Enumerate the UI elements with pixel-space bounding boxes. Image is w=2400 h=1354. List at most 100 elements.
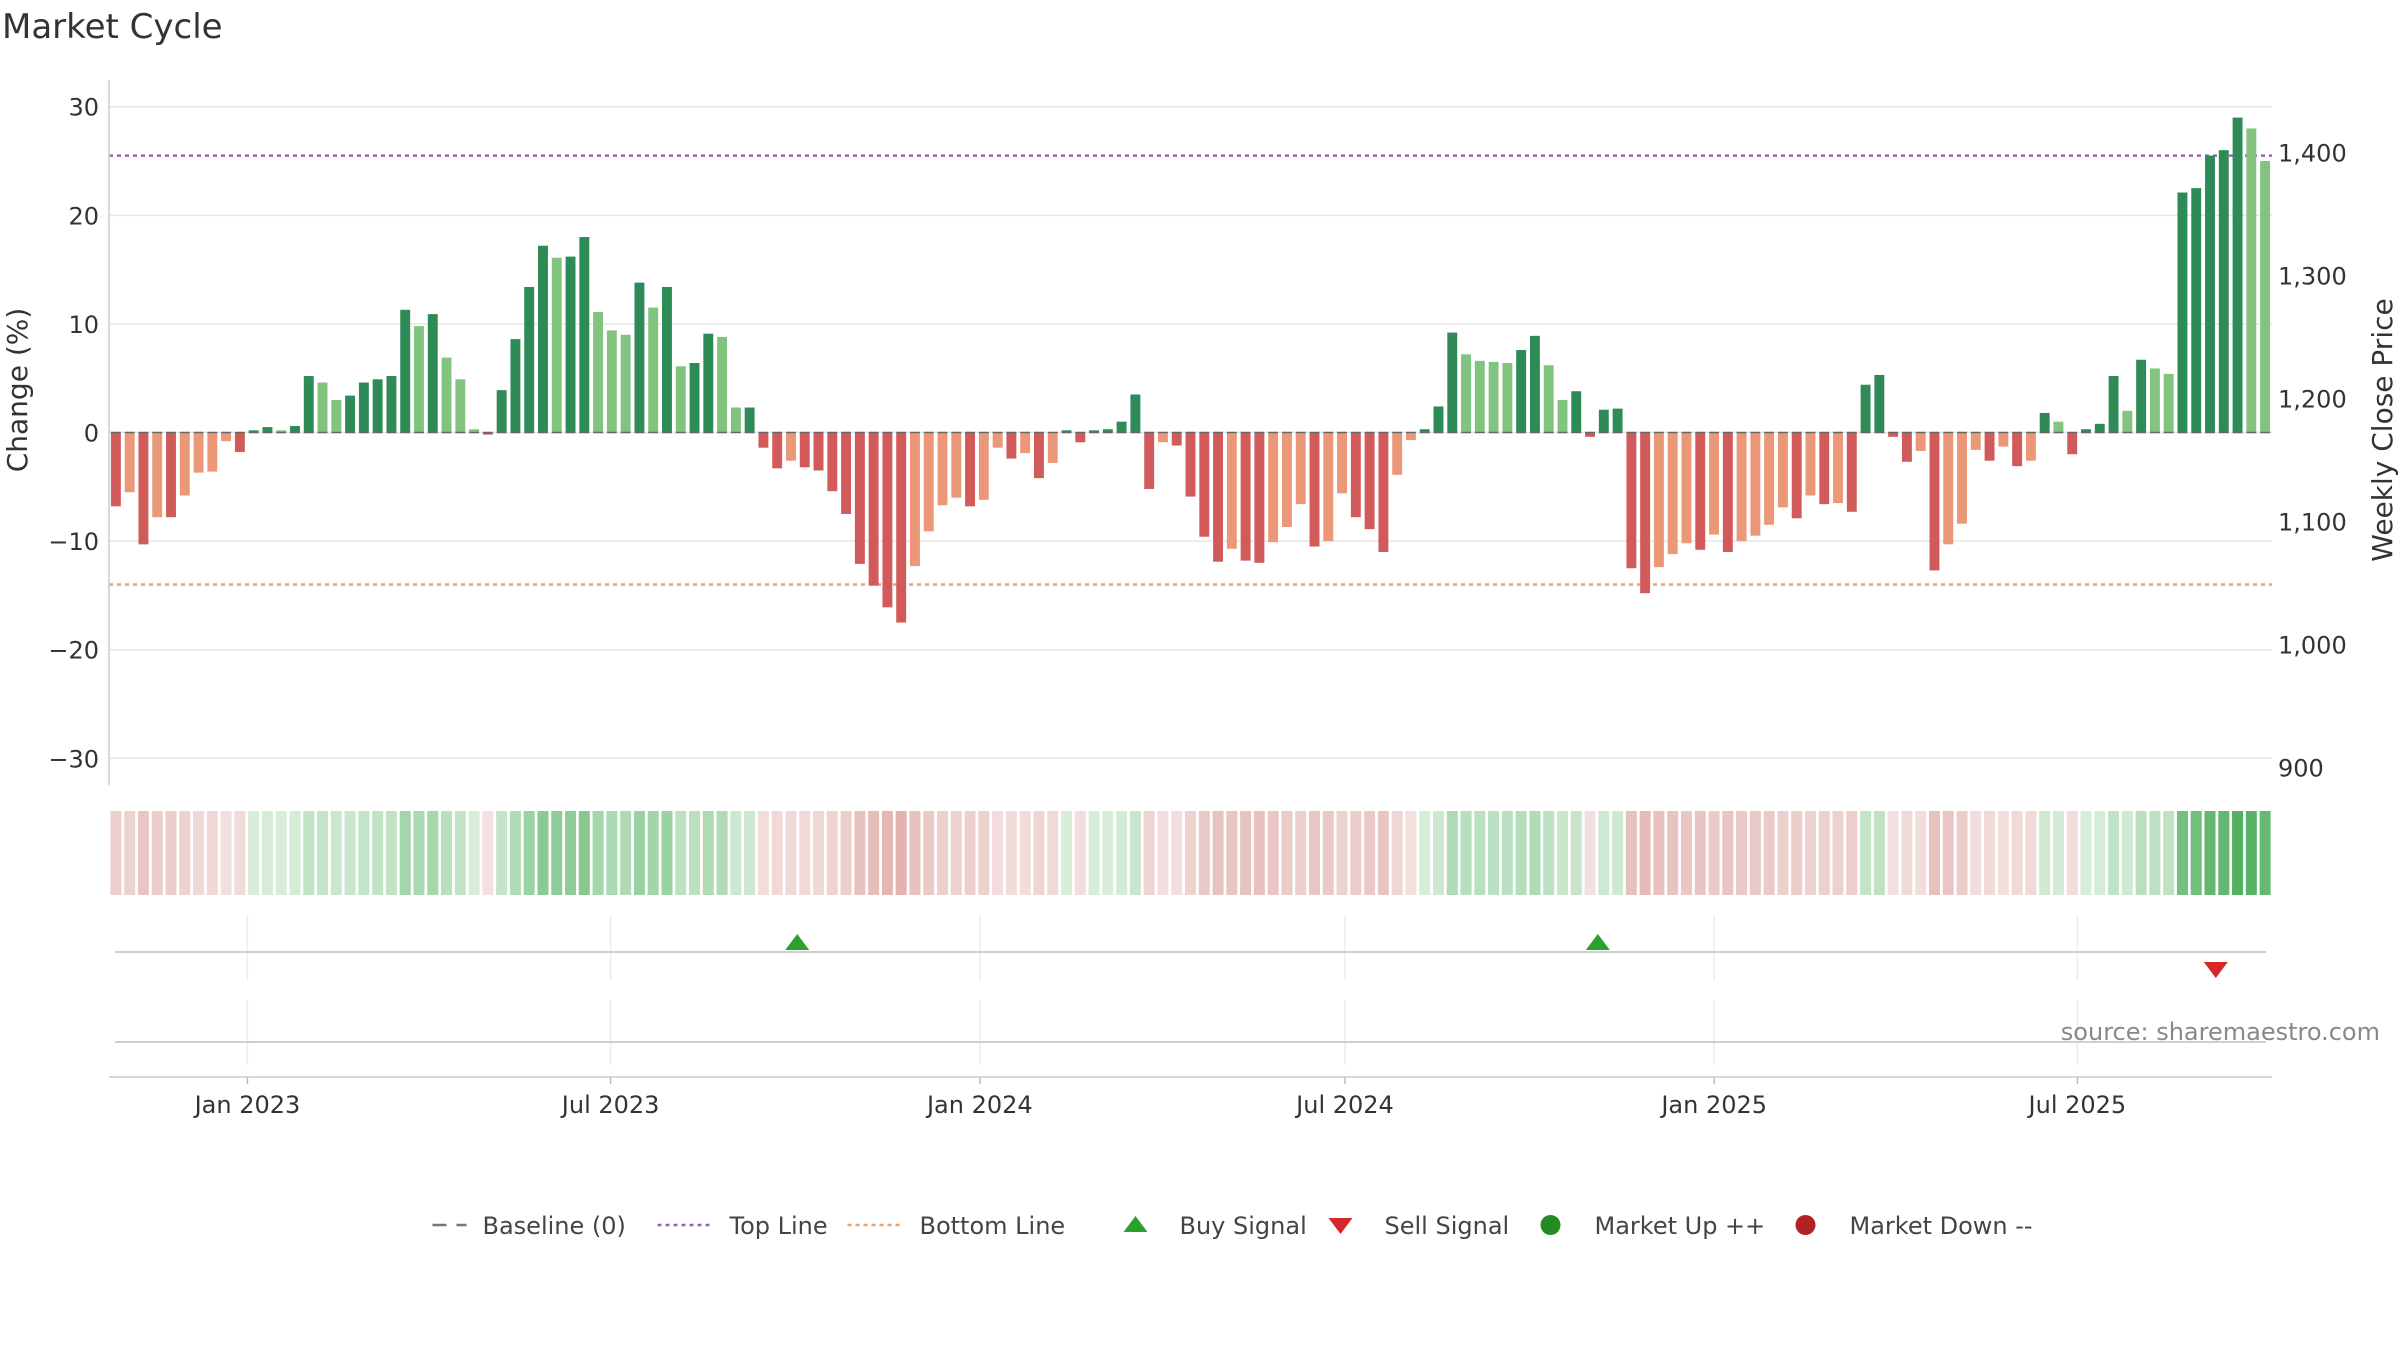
legend-item: Top Line [657, 1212, 828, 1240]
y2-tick-label: 1,300 [2278, 263, 2347, 291]
band-cell [372, 811, 384, 895]
bar [662, 286, 672, 433]
band-cell [1887, 811, 1899, 895]
signal-panel [785, 934, 2228, 978]
y-axis-title: Change (%) [1, 308, 34, 473]
band-cell [261, 811, 273, 895]
bar [138, 432, 149, 545]
bar [303, 376, 314, 433]
band-cell [234, 811, 246, 895]
band-cell [744, 811, 756, 895]
legend-item: Market Up ++ [1540, 1212, 1766, 1240]
band-cell [950, 811, 962, 895]
bar [400, 309, 411, 433]
bar [1447, 332, 1458, 433]
band-cell [1088, 811, 1100, 895]
bar [978, 432, 989, 500]
bar [1364, 432, 1375, 530]
band-cell [1680, 811, 1692, 895]
bar [1033, 432, 1044, 479]
bar [124, 432, 135, 493]
band-cell [1708, 811, 1720, 895]
bar [1157, 432, 1168, 443]
x-tick-label: Jan 2024 [925, 1091, 1033, 1119]
bar [1571, 391, 1582, 433]
band-cell [1749, 811, 1761, 895]
x-tick-label: Jul 2023 [560, 1091, 660, 1119]
band-cell [1791, 811, 1803, 895]
band-cell [1240, 811, 1252, 895]
bar [1185, 432, 1196, 497]
bar [1144, 432, 1155, 489]
band-cell [1598, 811, 1610, 895]
band-cell [2204, 811, 2216, 895]
band-cell [854, 811, 866, 895]
bar [965, 432, 976, 507]
band-cell [179, 811, 191, 895]
bar [2053, 421, 2064, 433]
band-cell [1818, 811, 1830, 895]
bar [358, 382, 369, 433]
bar [1378, 432, 1389, 552]
band-cell [303, 811, 315, 895]
band-cell [2039, 811, 2051, 895]
legend-item: Buy Signal [1123, 1212, 1307, 1240]
band-cell [1777, 811, 1789, 895]
bar [1915, 432, 1926, 451]
band-cell [1432, 811, 1444, 895]
bar [1626, 432, 1637, 569]
band-cell [1129, 811, 1141, 895]
bar [868, 432, 879, 586]
bar [2081, 429, 2091, 433]
band-cell [1543, 811, 1555, 895]
bar [179, 432, 190, 496]
band-cell [1446, 811, 1458, 895]
band-cell [1143, 811, 1155, 895]
bar [1695, 432, 1706, 550]
bar [221, 432, 232, 442]
band-cell [757, 811, 769, 895]
bar [1350, 432, 1361, 518]
bar [1970, 432, 1981, 450]
bar [1585, 432, 1595, 437]
band-cell [702, 811, 714, 895]
bar [1998, 432, 2009, 447]
band-cell [1529, 811, 1541, 895]
bar [152, 432, 163, 518]
x-tick-label: Jul 2024 [1294, 1091, 1394, 1119]
legend-label: Sell Signal [1385, 1212, 1510, 1240]
bar [1171, 432, 1182, 446]
band-cell [1915, 811, 1927, 895]
bar [1199, 432, 1210, 537]
bar [1268, 432, 1279, 543]
band-cell [1722, 811, 1734, 895]
band-cell [647, 811, 659, 895]
band-cell [1102, 811, 1114, 895]
band-cell [978, 811, 990, 895]
bar [923, 432, 934, 532]
bar [2039, 412, 2050, 433]
buy-signal-marker [1585, 934, 1610, 950]
bar [744, 407, 755, 433]
y2-tick-label: 900 [2278, 755, 2324, 783]
band-cell [165, 811, 177, 895]
bar [262, 427, 273, 433]
band-cell [1074, 811, 1086, 895]
band-cell [1322, 811, 1334, 895]
band-cell [1377, 811, 1389, 895]
band-cell [523, 811, 535, 895]
band-cell [1625, 811, 1637, 895]
bar [496, 390, 507, 433]
bar [386, 376, 397, 433]
band-cell [620, 811, 632, 895]
bar [1722, 432, 1733, 552]
legend-label: Market Up ++ [1595, 1212, 1766, 1240]
bar [634, 282, 645, 433]
bar [1984, 432, 1995, 461]
bar [841, 432, 852, 514]
bar [827, 432, 838, 492]
band-cell [2121, 811, 2133, 895]
band-cell [1804, 811, 1816, 895]
band-cell [289, 811, 301, 895]
sell-signal-marker [2203, 962, 2228, 978]
